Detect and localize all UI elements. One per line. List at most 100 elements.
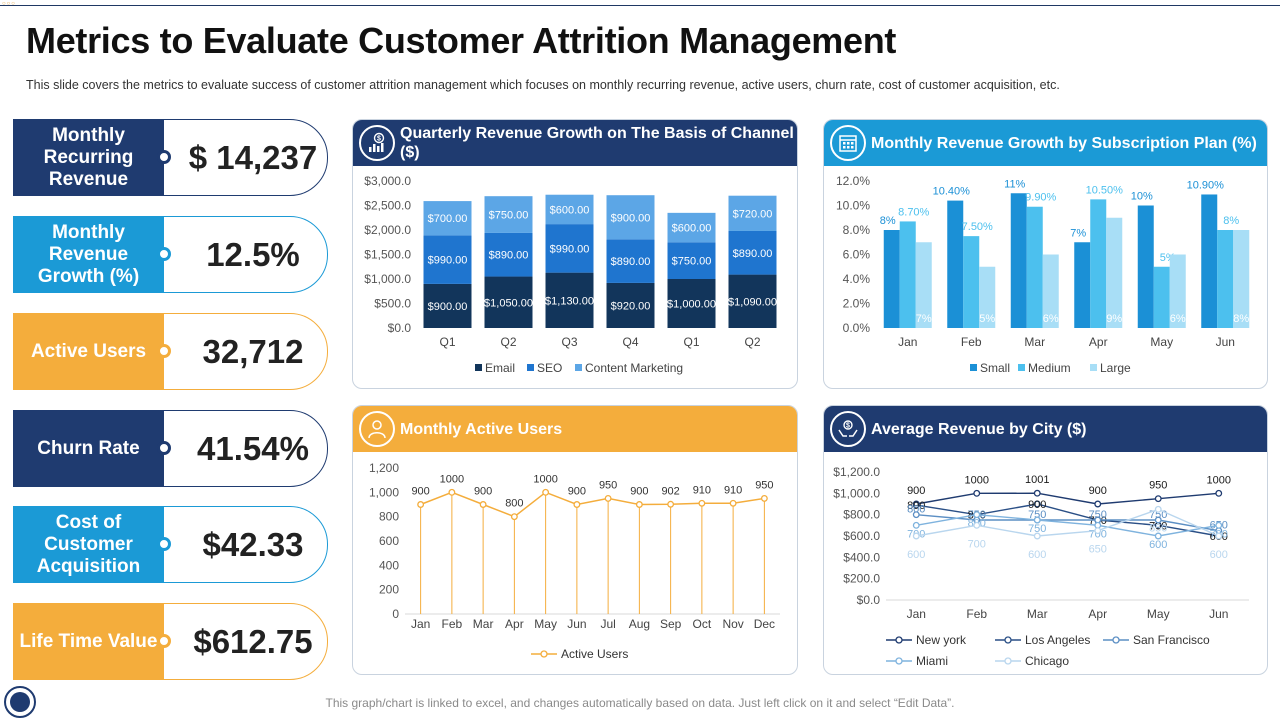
data-label: $1,000.00 [667, 299, 716, 311]
legend-swatch [1090, 364, 1097, 371]
kpi-value: 41.54% [197, 429, 309, 467]
x-tick-label: Q2 [744, 335, 760, 349]
data-label: 950 [1149, 480, 1167, 492]
data-label: 9.90% [1025, 192, 1056, 204]
y-tick-label: 400 [379, 558, 399, 572]
data-label: 650 [1089, 544, 1107, 556]
data-label: 902 [661, 485, 679, 497]
y-tick-label: 600 [379, 534, 399, 548]
legend-label: Miami [916, 654, 948, 668]
panel-quarterly-revenue: $ Quarterly Revenue Growth on The Basis … [352, 119, 798, 389]
bar [947, 200, 964, 328]
x-tick-label: Sep [660, 617, 682, 631]
kpi-monthly-recurring-revenue: Monthly Recurring Revenue $ 14,237 [13, 119, 328, 196]
kpi-cost-of-customer-acquisition: Cost of Customer Acquisition $42.33 [13, 506, 328, 583]
data-point [760, 494, 768, 502]
x-tick-label: Q4 [622, 335, 638, 349]
kpi-active-users: Active Users 32,712 [13, 313, 328, 390]
bar-segment [667, 242, 716, 279]
data-label: 900 [568, 486, 586, 498]
y-tick-label: $1,000.0 [833, 486, 880, 500]
y-tick-label: 6.0% [843, 248, 871, 262]
panel-subscription-growth: Monthly Revenue Growth by Subscription P… [823, 119, 1268, 389]
x-tick-label: Jun [1209, 607, 1228, 621]
data-label: $600.00 [672, 223, 712, 235]
series-line-active-users [420, 491, 765, 518]
x-tick-label: Dec [754, 617, 775, 631]
data-point [973, 489, 981, 497]
data-label: 910 [693, 484, 711, 496]
legend-label: Large [1100, 361, 1131, 375]
data-label: 600 [1149, 539, 1167, 551]
bar [963, 236, 980, 328]
data-point [1154, 495, 1162, 503]
kpi-label: Cost of Customer Acquisition [13, 506, 164, 583]
bar-segment [484, 232, 533, 277]
kpi-connector-dot [157, 634, 171, 648]
bar-segment [423, 283, 472, 328]
bar [1026, 206, 1043, 328]
data-point [1033, 516, 1041, 524]
x-tick-label: Feb [966, 607, 987, 621]
x-tick-label: Mar [1024, 335, 1045, 349]
data-point [1154, 516, 1162, 524]
y-tick-label: $600.0 [843, 529, 880, 543]
data-label: 8% [1233, 313, 1249, 325]
data-label: 800 [505, 498, 523, 510]
panel-average-revenue-city: $ Average Revenue by City ($) $0.0 $200.0… [823, 405, 1268, 675]
bar-segment [545, 194, 594, 225]
data-label: $900.00 [428, 301, 468, 313]
data-label: 600 [1028, 549, 1046, 561]
kpi-label: Monthly Revenue Growth (%) [13, 216, 164, 293]
legend-label: Chicago [1025, 654, 1069, 668]
bar-segment [423, 235, 472, 284]
data-label: 6% [1043, 313, 1059, 325]
data-label: 7% [916, 313, 932, 325]
x-tick-label: Jan [898, 335, 917, 349]
bar-segment [606, 239, 655, 283]
panel-header: Monthly Revenue Growth by Subscription P… [824, 120, 1267, 166]
legend-label: Medium [1028, 361, 1071, 375]
legend-marker [1004, 636, 1012, 644]
bar [1137, 205, 1154, 328]
bar-segment [484, 196, 533, 233]
top-rule [0, 5, 1280, 6]
data-label: $1,050.00 [484, 297, 533, 309]
bar [899, 221, 916, 328]
data-point [1215, 489, 1223, 497]
data-point [573, 501, 581, 508]
data-label: 900 [1089, 485, 1107, 497]
data-label: 900 [474, 486, 492, 498]
page-title: Metrics to Evaluate Customer Attrition M… [26, 20, 897, 61]
legend-label: SEO [537, 361, 562, 375]
data-point [912, 521, 920, 529]
bar-segment [606, 195, 655, 240]
data-point [667, 500, 675, 508]
y-tick-label: 1,000 [369, 485, 399, 499]
bar [1233, 230, 1250, 328]
y-tick-label: $2,500.0 [364, 199, 411, 213]
data-point [973, 521, 981, 529]
money-hands-icon: $ [830, 411, 866, 447]
y-tick-label: 1,200 [369, 461, 399, 475]
y-tick-label: 200 [379, 583, 399, 597]
data-label: 5% [979, 313, 995, 325]
data-label: 1000 [533, 473, 557, 485]
data-point [542, 488, 550, 496]
data-label: 8% [880, 215, 896, 227]
data-label: $920.00 [611, 300, 651, 312]
x-tick-label: Jul [600, 617, 615, 631]
y-tick-label: $3,000.0 [364, 174, 411, 188]
series-line-los-angeles [916, 503, 1219, 537]
bar [915, 242, 932, 328]
x-tick-label: Feb [961, 335, 982, 349]
average-revenue-city-chart: $0.0 $200.0 $400.0 $600.0 $800.0 $1,000.0 $1,2… [833, 465, 1249, 668]
data-label: 600 [1210, 549, 1228, 561]
data-label: $750.00 [489, 210, 529, 222]
data-label: 900 [411, 486, 429, 498]
bar-segment [667, 212, 716, 243]
y-tick-label: $1,000.0 [364, 272, 411, 286]
data-label: 850 [1149, 522, 1167, 534]
dollar-chart-icon: $ [359, 125, 395, 161]
panel-title: Quarterly Revenue Growth on The Basis of… [400, 125, 794, 161]
